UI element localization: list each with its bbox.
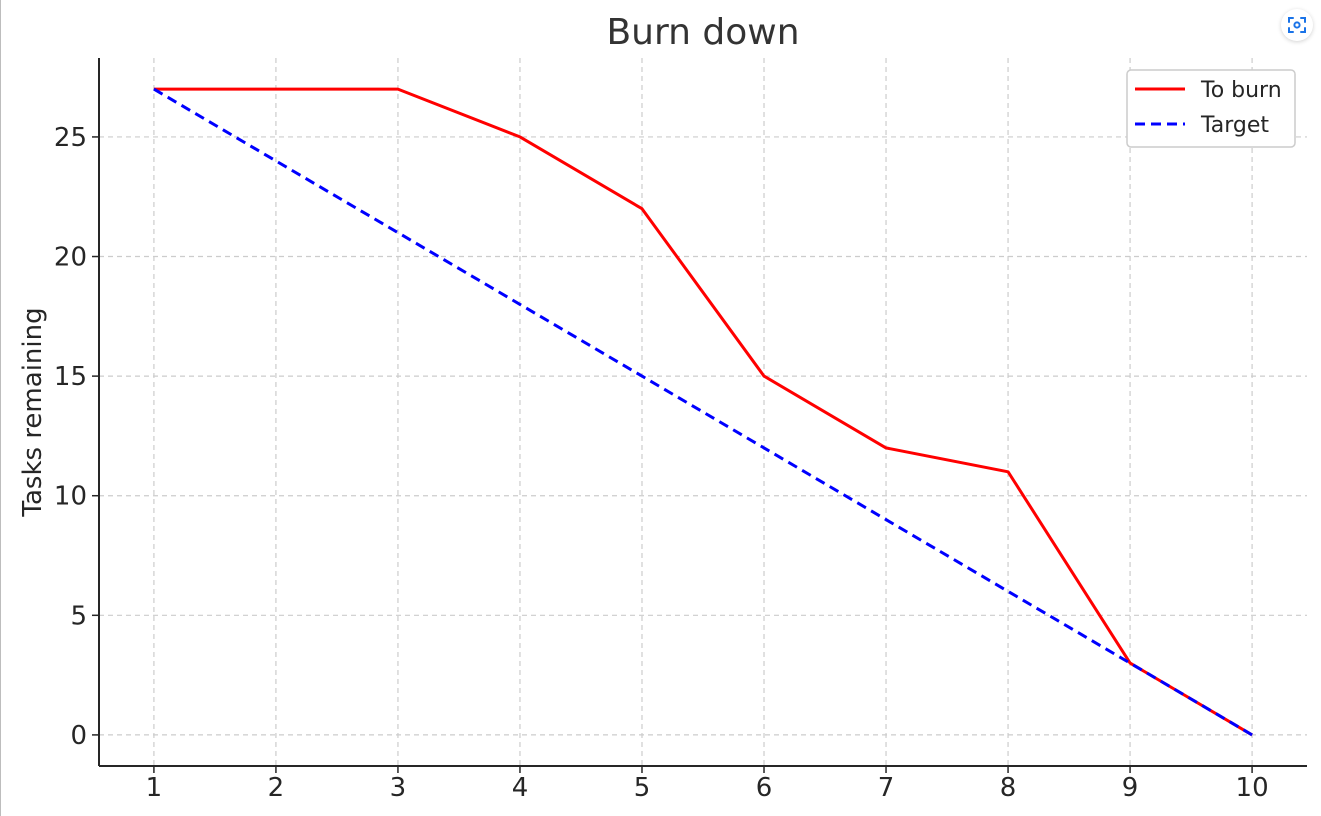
x-tick-label: 9 <box>1122 773 1139 803</box>
focus-view-button[interactable] <box>1281 9 1313 41</box>
x-tick-label: 7 <box>878 773 895 803</box>
y-tick-label: 10 <box>54 482 87 512</box>
x-tick-label: 6 <box>756 773 773 803</box>
x-tick-label: 5 <box>634 773 651 803</box>
axes <box>92 58 1307 773</box>
tick-labels: 1 2 3 4 5 6 7 8 9 10 0 5 10 15 20 25 <box>54 123 1269 803</box>
focus-scan-icon <box>1288 17 1306 33</box>
x-tick-label: 1 <box>146 773 163 803</box>
x-tick-label: 2 <box>268 773 285 803</box>
chart-title: Burn down <box>606 12 799 53</box>
y-tick-label: 5 <box>70 601 87 631</box>
grid-lines <box>99 58 1307 766</box>
legend-label-to-burn: To burn <box>1200 78 1282 103</box>
y-tick-label: 15 <box>54 362 87 392</box>
y-tick-label: 0 <box>70 721 87 751</box>
y-axis-title: Tasks remaining <box>18 307 48 517</box>
y-tick-label: 20 <box>54 243 87 273</box>
x-tick-label: 4 <box>512 773 529 803</box>
y-tick-label: 25 <box>54 123 87 153</box>
series-lines <box>153 87 1253 737</box>
legend-label-target: Target <box>1200 113 1269 138</box>
x-tick-label: 10 <box>1236 773 1269 803</box>
series-line-to-burn <box>153 87 1253 737</box>
x-tick-label: 8 <box>1000 773 1017 803</box>
legend: To burn Target <box>1126 69 1296 148</box>
x-tick-label: 3 <box>390 773 407 803</box>
series-line-target <box>153 87 1253 737</box>
